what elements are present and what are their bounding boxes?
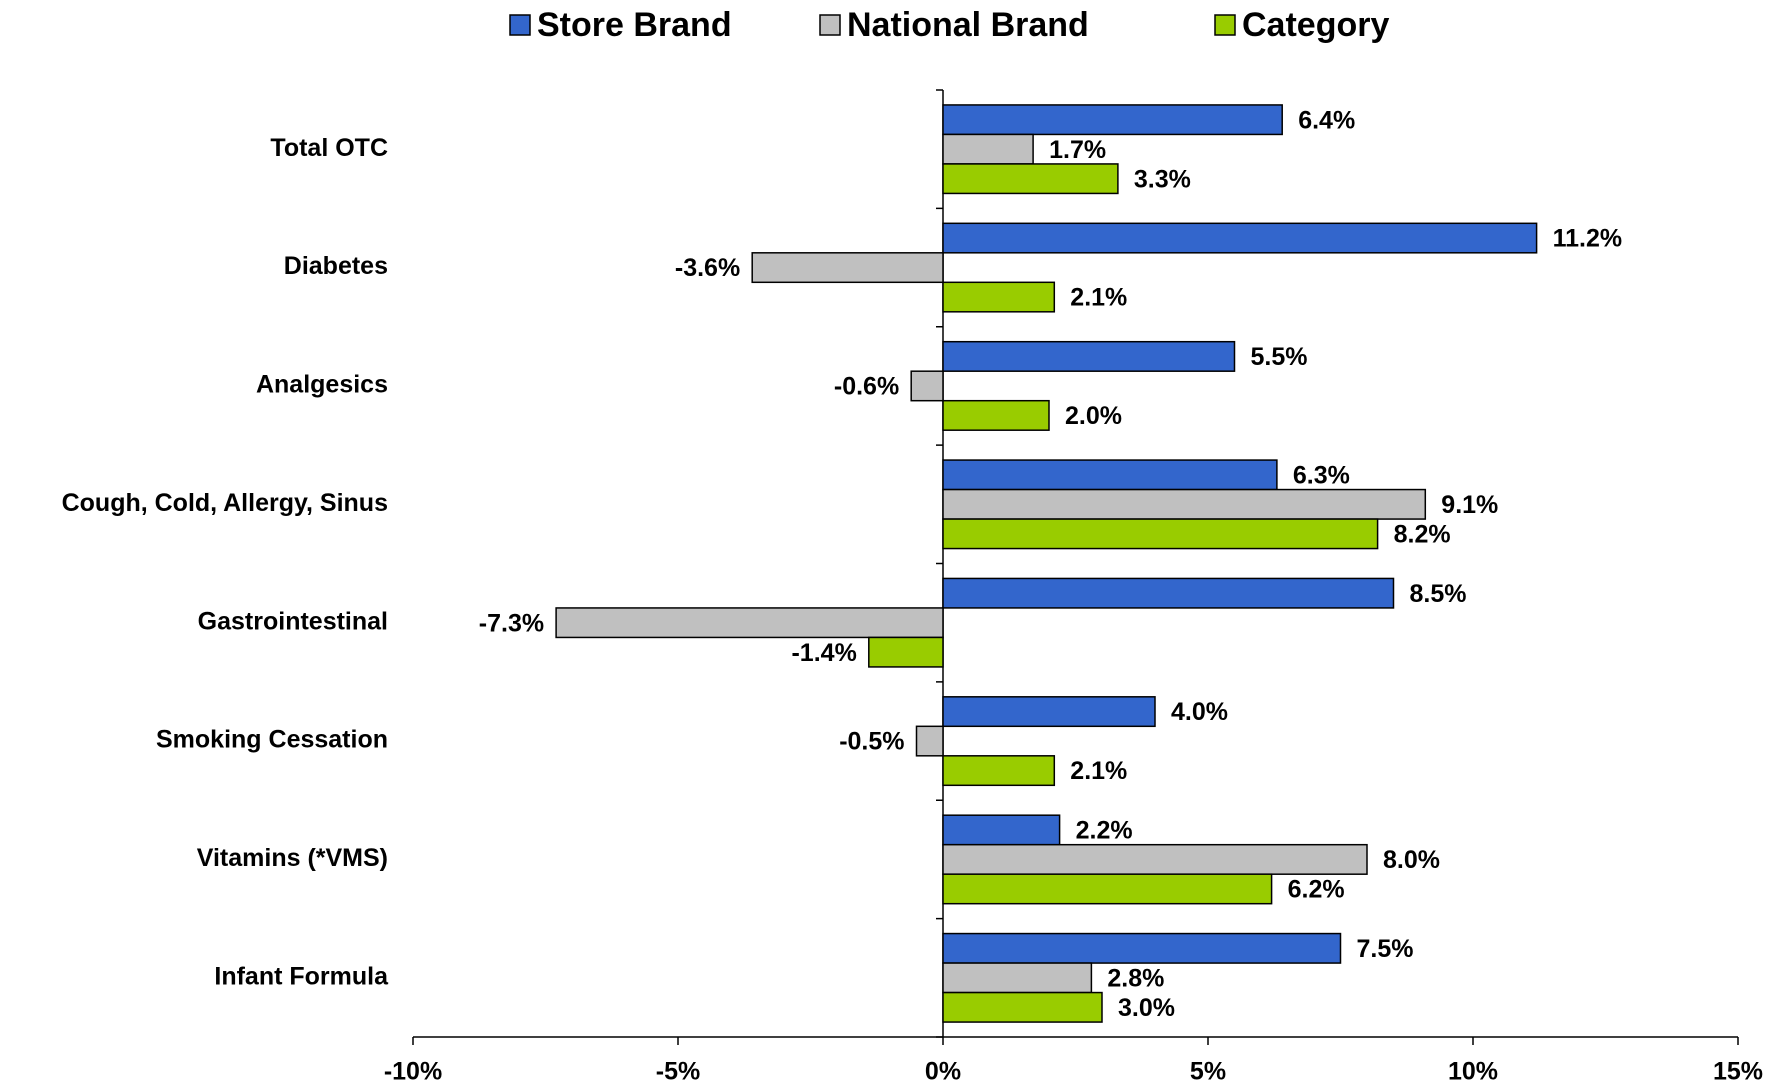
value-label: 8.2% xyxy=(1394,520,1451,548)
value-label: 6.2% xyxy=(1288,876,1345,904)
value-label: -7.3% xyxy=(479,609,544,637)
value-label: 3.0% xyxy=(1118,994,1175,1022)
legend-swatch xyxy=(509,14,531,36)
bar xyxy=(942,577,1395,609)
bar xyxy=(942,222,1538,254)
bar xyxy=(942,696,1156,728)
legend-swatch xyxy=(819,14,841,36)
value-label: 6.3% xyxy=(1293,461,1350,489)
value-label: 2.0% xyxy=(1065,402,1122,430)
category-label: Infant Formula xyxy=(214,962,389,990)
value-label: 5.5% xyxy=(1251,343,1308,371)
value-label: 2.1% xyxy=(1070,757,1127,785)
category-label: Vitamins (*VMS) xyxy=(197,844,388,872)
bar xyxy=(942,843,1368,875)
bar xyxy=(942,991,1103,1023)
value-label: 2.8% xyxy=(1107,964,1164,992)
value-label: 7.5% xyxy=(1357,935,1414,963)
bar xyxy=(942,814,1061,846)
bar xyxy=(942,340,1236,372)
bar xyxy=(555,607,944,639)
bar xyxy=(942,459,1278,491)
bar xyxy=(942,399,1050,431)
value-label: -3.6% xyxy=(675,254,740,282)
legend-label: National Brand xyxy=(847,6,1089,44)
x-tick-label: -5% xyxy=(656,1058,700,1086)
x-tick-label: 0% xyxy=(925,1058,961,1086)
value-label: 4.0% xyxy=(1171,698,1228,726)
bar xyxy=(942,133,1034,165)
value-label: 3.3% xyxy=(1134,165,1191,193)
bar xyxy=(942,281,1056,313)
value-label: 6.4% xyxy=(1298,106,1355,134)
value-label: 2.1% xyxy=(1070,284,1127,312)
category-label: Smoking Cessation xyxy=(156,726,388,754)
value-label: -0.6% xyxy=(834,373,899,401)
legend: Store Brand National Brand Category xyxy=(509,6,1389,44)
value-label: -1.4% xyxy=(791,639,856,667)
value-label: 1.7% xyxy=(1049,136,1106,164)
category-label: Gastrointestinal xyxy=(198,607,388,635)
bar xyxy=(942,163,1119,195)
category-label: Analgesics xyxy=(256,371,388,399)
x-tick-label: 10% xyxy=(1448,1058,1498,1086)
bar xyxy=(868,636,944,668)
legend-swatch xyxy=(1214,14,1236,36)
bar xyxy=(942,755,1056,787)
category-label: Total OTC xyxy=(270,134,388,162)
bar xyxy=(915,725,944,757)
bar xyxy=(942,488,1427,520)
value-label: 8.5% xyxy=(1410,580,1467,608)
category-label: Diabetes xyxy=(284,252,388,280)
legend-label: Store Brand xyxy=(537,6,732,44)
value-label: 11.2% xyxy=(1553,225,1623,253)
bar xyxy=(751,252,944,284)
bar xyxy=(942,962,1093,994)
bar xyxy=(942,873,1273,905)
value-label: 9.1% xyxy=(1441,491,1498,519)
value-label: 8.0% xyxy=(1383,846,1440,874)
bar xyxy=(942,518,1379,550)
x-tick-label: -10% xyxy=(384,1058,442,1086)
bar xyxy=(942,932,1342,964)
x-tick-label: 15% xyxy=(1713,1058,1763,1086)
bar xyxy=(942,104,1283,136)
value-label: 2.2% xyxy=(1076,817,1133,845)
category-label: Cough, Cold, Allergy, Sinus xyxy=(62,489,388,517)
x-tick-label: 5% xyxy=(1190,1058,1226,1086)
bar xyxy=(910,370,944,402)
legend-label: Category xyxy=(1242,6,1389,44)
value-label: -0.5% xyxy=(839,728,904,756)
